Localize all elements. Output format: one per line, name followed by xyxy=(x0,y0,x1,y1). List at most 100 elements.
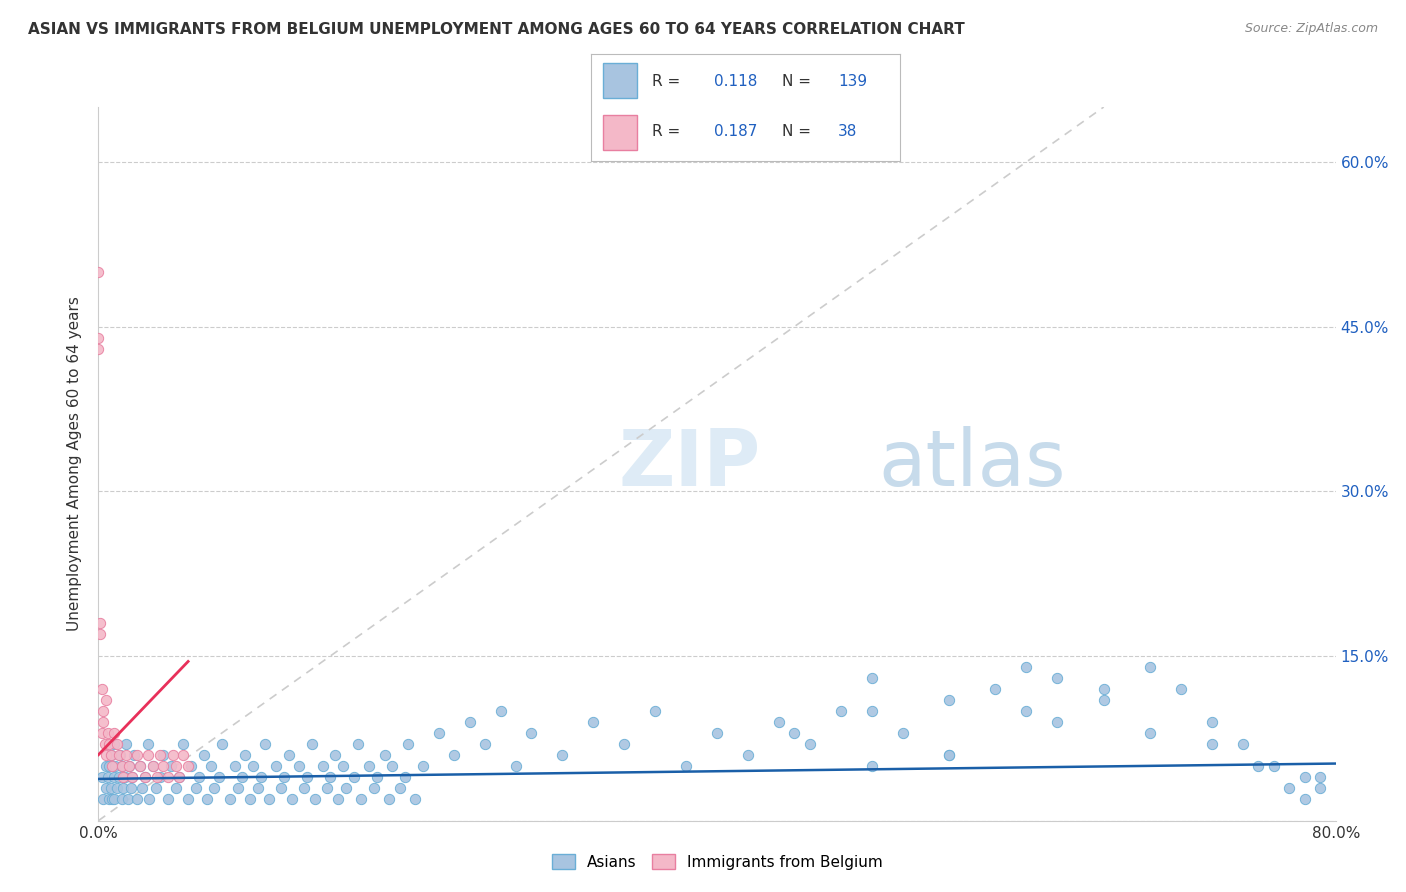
Point xyxy=(1232,737,1254,751)
Point xyxy=(644,704,666,718)
Point xyxy=(115,747,138,762)
Text: ZIP: ZIP xyxy=(619,425,761,502)
Point xyxy=(200,758,222,772)
FancyBboxPatch shape xyxy=(603,114,637,150)
Point xyxy=(335,780,357,795)
Point xyxy=(167,770,190,784)
Legend: Asians, Immigrants from Belgium: Asians, Immigrants from Belgium xyxy=(544,846,890,877)
Point xyxy=(134,770,156,784)
Point xyxy=(118,758,141,772)
Text: 0.118: 0.118 xyxy=(714,74,758,89)
Point xyxy=(1309,770,1331,784)
Point xyxy=(97,726,120,740)
Point xyxy=(860,758,883,772)
Point xyxy=(582,714,605,729)
Point xyxy=(443,747,465,762)
Point xyxy=(254,737,277,751)
Point xyxy=(412,758,434,772)
Point xyxy=(127,791,149,805)
Point xyxy=(257,791,280,805)
Point xyxy=(363,780,385,795)
Point xyxy=(129,758,152,772)
Point xyxy=(100,780,122,795)
Point xyxy=(117,791,139,805)
Point xyxy=(152,758,174,772)
Point xyxy=(149,747,172,762)
Point xyxy=(138,791,160,805)
Point xyxy=(332,758,354,772)
Text: N =: N = xyxy=(782,124,811,139)
Point xyxy=(162,747,184,762)
Point xyxy=(96,693,118,707)
Point xyxy=(112,770,135,784)
Point xyxy=(193,747,215,762)
Point xyxy=(343,770,366,784)
Point xyxy=(1092,693,1115,707)
Point xyxy=(301,737,323,751)
Point xyxy=(105,737,128,751)
Point xyxy=(292,780,315,795)
Text: ASIAN VS IMMIGRANTS FROM BELGIUM UNEMPLOYMENT AMONG AGES 60 TO 64 YEARS CORRELAT: ASIAN VS IMMIGRANTS FROM BELGIUM UNEMPLO… xyxy=(28,22,965,37)
Text: R =: R = xyxy=(652,124,681,139)
Point xyxy=(195,791,218,805)
Point xyxy=(737,747,759,762)
Point xyxy=(146,770,169,784)
Point xyxy=(239,791,262,805)
Point xyxy=(96,780,118,795)
Point xyxy=(326,791,350,805)
Point xyxy=(505,758,527,772)
Point xyxy=(127,747,149,762)
Point xyxy=(458,714,481,729)
Point xyxy=(270,780,292,795)
Point xyxy=(112,780,135,795)
Point xyxy=(165,758,187,772)
Point xyxy=(131,780,153,795)
Point xyxy=(93,737,115,751)
Point xyxy=(108,747,131,762)
Point xyxy=(98,758,121,772)
Point xyxy=(152,747,174,762)
Point xyxy=(90,681,112,696)
Text: 0.187: 0.187 xyxy=(714,124,758,139)
Point xyxy=(167,770,190,784)
Point xyxy=(104,758,127,772)
Point xyxy=(111,758,134,772)
Point xyxy=(145,780,167,795)
Point xyxy=(1170,681,1192,696)
Point xyxy=(1278,780,1301,795)
Point xyxy=(1309,780,1331,795)
Point xyxy=(938,747,960,762)
Point xyxy=(98,737,121,751)
Point xyxy=(830,704,852,718)
Point xyxy=(103,726,125,740)
Point xyxy=(142,758,165,772)
Point xyxy=(91,791,114,805)
Point xyxy=(520,726,543,740)
Point xyxy=(1263,758,1285,772)
Point xyxy=(427,726,450,740)
Point xyxy=(304,791,326,805)
Point xyxy=(357,758,380,772)
Point xyxy=(1139,660,1161,674)
Point xyxy=(115,737,138,751)
Point xyxy=(142,758,165,772)
Point xyxy=(107,770,129,784)
Text: 139: 139 xyxy=(838,74,868,89)
Point xyxy=(226,780,249,795)
Point xyxy=(706,726,728,740)
Point xyxy=(297,770,319,784)
Point xyxy=(90,726,112,740)
Point xyxy=(120,780,142,795)
Point xyxy=(121,770,143,784)
Point xyxy=(891,726,914,740)
Point xyxy=(103,770,125,784)
Point xyxy=(1046,714,1069,729)
Point xyxy=(91,714,114,729)
Point xyxy=(87,265,110,279)
Text: R =: R = xyxy=(652,74,681,89)
Point xyxy=(105,780,128,795)
Point xyxy=(157,770,180,784)
Point xyxy=(87,330,110,344)
Point xyxy=(89,627,111,641)
Point xyxy=(250,770,273,784)
